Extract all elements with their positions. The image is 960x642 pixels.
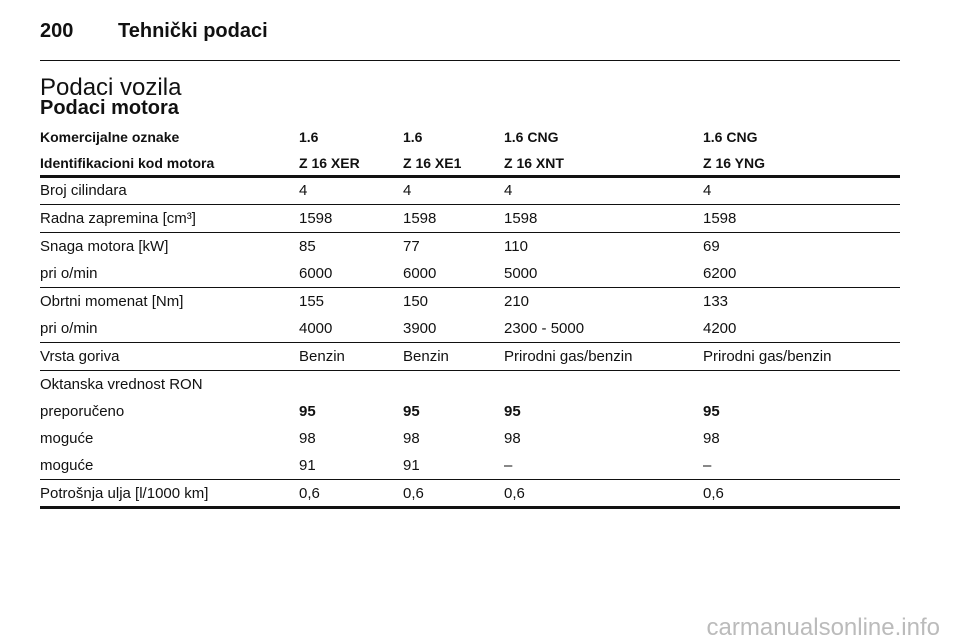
label-cell: Radna zapremina [cm³]	[40, 209, 196, 227]
header-rule	[40, 60, 900, 61]
table-rule	[40, 287, 900, 288]
label-cell: moguće	[40, 456, 94, 474]
value-cell: 98	[504, 429, 521, 447]
page-header-title: Tehnički podaci	[118, 20, 268, 42]
header-cell: Z 16 XER	[299, 155, 360, 171]
label-cell: Potrošnja ulja [l/1000 km]	[40, 484, 209, 502]
label-cell: Vrsta goriva	[40, 347, 120, 365]
section-title: Podaci vozila	[40, 74, 182, 101]
section-subtitle: Podaci motora	[40, 97, 179, 119]
value-cell: Prirodni gas/benzin	[703, 347, 832, 365]
value-cell: 6200	[703, 264, 737, 282]
header-cell: 1.6	[299, 129, 319, 145]
watermark: carmanualsonline.info	[706, 614, 940, 641]
value-cell: 4	[299, 181, 308, 199]
header-cell: Z 16 YNG	[703, 155, 765, 171]
table-rule	[40, 342, 900, 343]
value-cell: 4200	[703, 319, 737, 337]
value-cell: 210	[504, 292, 530, 310]
label-cell: moguće	[40, 429, 94, 447]
header-cell: Z 16 XE1	[403, 155, 462, 171]
value-cell: Prirodni gas/benzin	[504, 347, 633, 365]
header-cell: 1.6	[403, 129, 423, 145]
value-cell: 110	[504, 237, 528, 255]
header-cell: 1.6 CNG	[504, 129, 559, 145]
value-cell: 91	[299, 456, 316, 474]
label-cell: Broj cilindara	[40, 181, 127, 199]
value-cell: 98	[299, 429, 316, 447]
label-cell: preporučeno	[40, 402, 125, 420]
value-cell: 95	[703, 402, 720, 420]
value-cell: 6000	[403, 264, 437, 282]
value-cell: 4	[703, 181, 712, 199]
value-cell: 69	[703, 237, 720, 255]
value-cell: 98	[703, 429, 720, 447]
value-cell: Benzin	[403, 347, 449, 365]
value-cell: 133	[703, 292, 729, 310]
header-cell: Identifikacioni kod motora	[40, 155, 215, 171]
value-cell: 6000	[299, 264, 333, 282]
table-rule	[40, 506, 900, 509]
value-cell: 4	[504, 181, 513, 199]
value-cell: 95	[403, 402, 420, 420]
value-cell: 155	[299, 292, 325, 310]
value-cell: 150	[403, 292, 429, 310]
value-cell: 4	[403, 181, 412, 199]
value-cell: –	[703, 456, 712, 474]
value-cell: 95	[299, 402, 316, 420]
label-cell: Oktanska vrednost RON	[40, 375, 203, 393]
value-cell: Benzin	[299, 347, 345, 365]
value-cell: 5000	[504, 264, 538, 282]
value-cell: 1598	[403, 209, 437, 227]
value-cell: 0,6	[403, 484, 424, 502]
value-cell: 1598	[299, 209, 333, 227]
value-cell: 95	[504, 402, 521, 420]
table-rule	[40, 232, 900, 233]
table-rule	[40, 204, 900, 205]
value-cell: 3900	[403, 319, 437, 337]
header-cell: Z 16 XNT	[504, 155, 564, 171]
label-cell: Snaga motora [kW]	[40, 237, 169, 255]
value-cell: 0,6	[504, 484, 525, 502]
label-cell: pri o/min	[40, 264, 98, 282]
table-rule	[40, 479, 900, 480]
header-cell: 1.6 CNG	[703, 129, 758, 145]
value-cell: 77	[403, 237, 420, 255]
table-rule	[40, 175, 900, 178]
value-cell: 4000	[299, 319, 333, 337]
value-cell: 0,6	[299, 484, 320, 502]
label-cell: Obrtni momenat [Nm]	[40, 292, 184, 310]
value-cell: –	[504, 456, 513, 474]
value-cell: 1598	[504, 209, 538, 227]
value-cell: 91	[403, 456, 420, 474]
value-cell: 98	[403, 429, 420, 447]
value-cell: 1598	[703, 209, 737, 227]
value-cell: 0,6	[703, 484, 724, 502]
table-rule	[40, 370, 900, 371]
label-cell: pri o/min	[40, 319, 98, 337]
header-cell: Komercijalne oznake	[40, 129, 180, 145]
value-cell: 2300 - 5000	[504, 319, 585, 337]
value-cell: 85	[299, 237, 316, 255]
page-number: 200	[40, 20, 74, 42]
